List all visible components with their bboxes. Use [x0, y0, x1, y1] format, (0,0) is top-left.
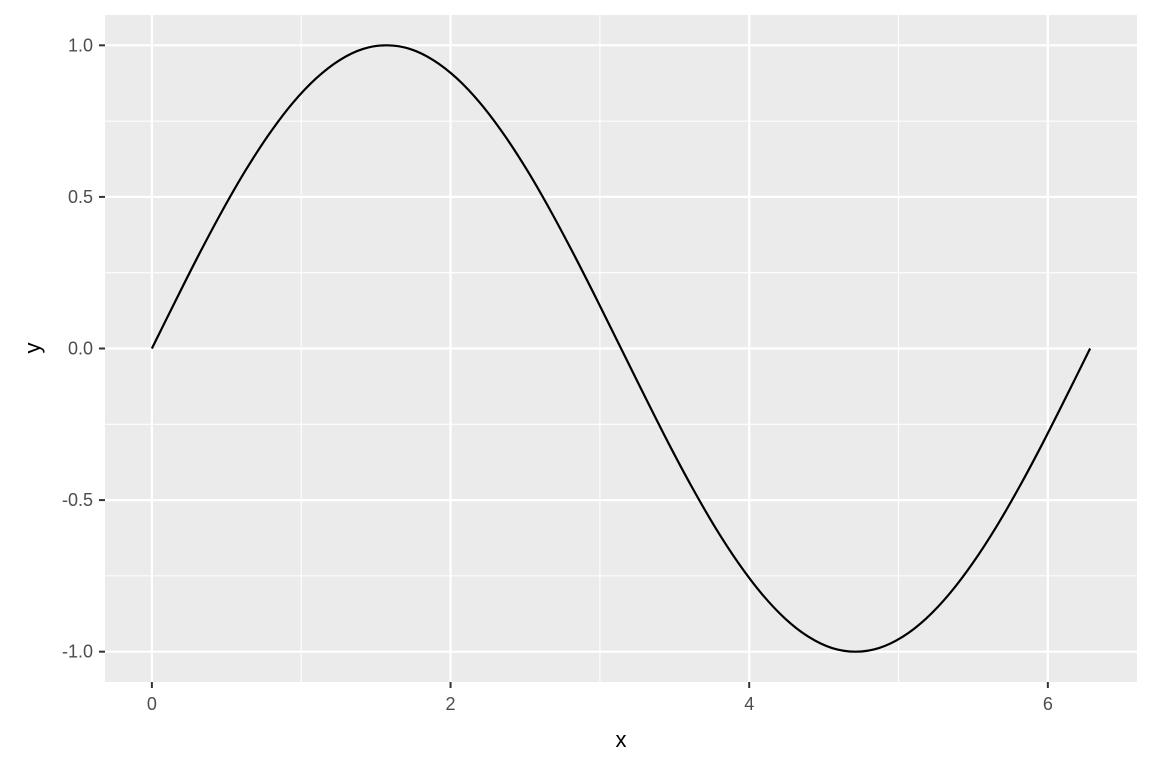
y-axis-label: y: [20, 343, 45, 354]
y-tick-label: 0.5: [68, 187, 93, 207]
y-tick-label: -1.0: [62, 642, 93, 662]
sine-series-line: [150, 44, 1092, 653]
x-tick-label: 2: [446, 694, 456, 714]
axes: 0 2 4 6 -1.0 -0.5 0.0 0.5 1.0: [62, 35, 1053, 714]
x-tick-label: 6: [1043, 694, 1053, 714]
x-tick-label: 4: [744, 694, 754, 714]
y-tick-label: 1.0: [68, 35, 93, 55]
x-axis-label: x: [616, 727, 627, 752]
series-lines: [150, 44, 1092, 653]
x-tick-label: 0: [147, 694, 157, 714]
y-tick-label: 0.0: [68, 339, 93, 359]
y-tick-label: -0.5: [62, 490, 93, 510]
